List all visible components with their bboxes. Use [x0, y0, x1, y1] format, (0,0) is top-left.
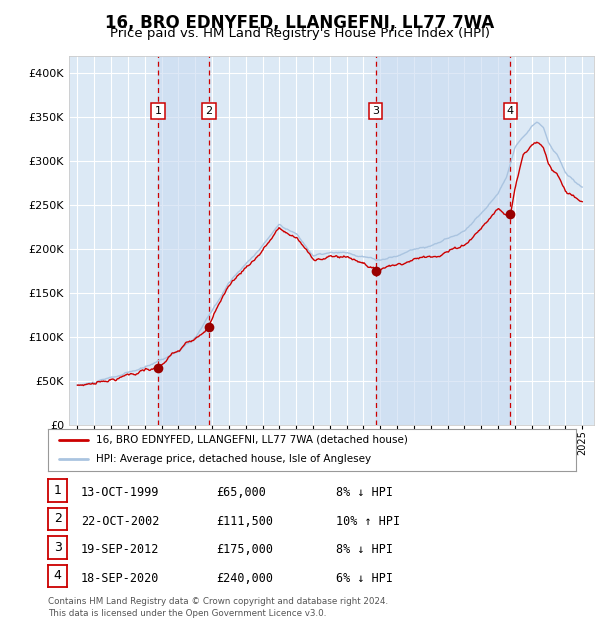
Text: 8% ↓ HPI: 8% ↓ HPI [336, 486, 393, 499]
Text: Contains HM Land Registry data © Crown copyright and database right 2024.
This d: Contains HM Land Registry data © Crown c… [48, 597, 388, 618]
Text: 16, BRO EDNYFED, LLANGEFNI, LL77 7WA (detached house): 16, BRO EDNYFED, LLANGEFNI, LL77 7WA (de… [95, 435, 407, 445]
Text: 22-OCT-2002: 22-OCT-2002 [81, 515, 160, 528]
Bar [158, 56, 209, 425]
Text: 13-OCT-1999: 13-OCT-1999 [81, 486, 160, 499]
Text: 2: 2 [53, 513, 62, 525]
Text: 19-SEP-2012: 19-SEP-2012 [81, 543, 160, 556]
Text: 4: 4 [506, 106, 514, 116]
Text: 18-SEP-2020: 18-SEP-2020 [81, 572, 160, 585]
Text: £175,000: £175,000 [216, 543, 273, 556]
Text: HPI: Average price, detached house, Isle of Anglesey: HPI: Average price, detached house, Isle… [95, 454, 371, 464]
Text: 1: 1 [155, 106, 161, 116]
Text: £111,500: £111,500 [216, 515, 273, 528]
Text: 10% ↑ HPI: 10% ↑ HPI [336, 515, 400, 528]
Text: 3: 3 [372, 106, 379, 116]
Text: 4: 4 [53, 570, 62, 582]
Text: 1: 1 [53, 484, 62, 497]
Text: £65,000: £65,000 [216, 486, 266, 499]
Text: 16, BRO EDNYFED, LLANGEFNI, LL77 7WA: 16, BRO EDNYFED, LLANGEFNI, LL77 7WA [106, 14, 494, 32]
Text: £240,000: £240,000 [216, 572, 273, 585]
Bar [376, 56, 510, 425]
Text: 6% ↓ HPI: 6% ↓ HPI [336, 572, 393, 585]
Text: Price paid vs. HM Land Registry's House Price Index (HPI): Price paid vs. HM Land Registry's House … [110, 27, 490, 40]
Text: 8% ↓ HPI: 8% ↓ HPI [336, 543, 393, 556]
Text: 3: 3 [53, 541, 62, 554]
Text: 2: 2 [205, 106, 212, 116]
